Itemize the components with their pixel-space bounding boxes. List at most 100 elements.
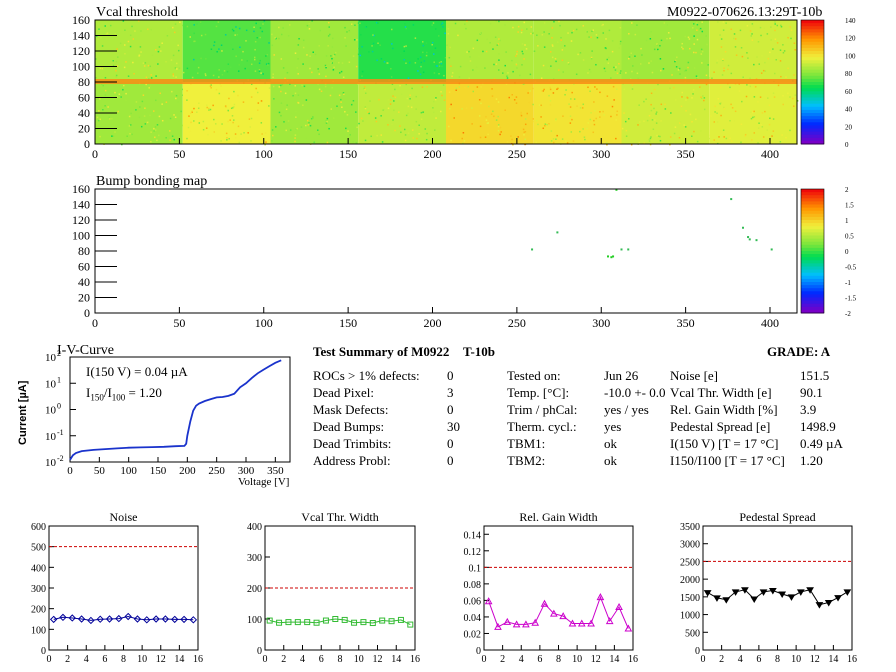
pixel-noise [611,50,614,53]
palette-band [801,140,824,145]
pixel-noise [104,105,106,107]
pixel-noise [250,96,253,98]
pixel-noise [543,88,545,91]
pixel-noise [421,86,424,88]
pixel-noise [751,110,754,112]
data-point [180,615,188,624]
pixel-noise [750,117,753,120]
pixel-noise [785,76,787,78]
pixel-noise [684,35,687,38]
pixel-noise [639,121,641,123]
pixel-noise [625,72,627,74]
pixel-noise [520,114,523,117]
pixel-noise [180,110,182,113]
pixel-noise [268,42,270,44]
pixel-noise [434,129,436,131]
pixel-noise [724,51,727,53]
y-tick-label: 60 [78,260,90,274]
pixel-noise [328,33,331,36]
pixel-noise [325,75,327,78]
x-tick-label: 50 [173,316,185,330]
small-y-tick-label: 300 [31,584,46,595]
pixel-noise [691,135,693,138]
data-point [559,612,567,620]
pixel-noise [339,72,341,74]
pixel-noise [365,25,368,28]
pixel-noise [346,31,348,33]
pixel-noise [637,124,639,126]
pixel-noise [387,124,389,126]
palette-band [801,125,824,129]
pixel-noise [414,62,417,64]
pixel-noise [757,101,759,103]
roc-block [358,20,446,82]
pixel-noise [221,123,223,125]
pixel-noise [533,50,536,52]
pixel-noise [693,28,695,30]
pixel-noise [212,104,214,107]
pixel-noise [140,30,142,32]
pixel-noise [520,113,522,116]
pixel-noise [577,53,579,56]
data-point [87,616,95,625]
pixel-noise [610,77,612,79]
palette-band [801,94,824,98]
series-line [707,589,848,606]
pixel-noise [198,102,200,104]
pixel-noise [409,98,411,100]
pixel-noise [168,130,171,132]
pixel-noise [687,61,690,64]
pixel-noise [679,121,682,123]
pixel-noise [695,51,697,54]
pixel-noise [309,55,311,57]
pixel-noise [227,109,230,112]
pixel-noise [521,50,523,53]
pixel-noise [716,121,719,123]
pixel-noise [368,51,370,53]
pixel-noise [708,77,710,79]
pixel-noise [172,54,175,57]
pixel-noise [233,103,236,106]
pixel-noise [669,143,671,146]
pixel-noise [762,69,765,72]
pixel-noise [457,34,459,37]
small-x-tick-label: 6 [537,654,542,665]
pixel-noise [226,137,228,139]
pixel-noise [356,126,358,129]
pixel-noise [526,28,528,30]
pixel-noise [306,54,308,56]
pixel-noise [179,137,181,139]
pixel-noise [294,52,297,54]
data-point [294,619,301,626]
pixel-noise [523,134,525,136]
summary-value: 0.49 µA [800,436,843,451]
pixel-noise [674,59,677,62]
pixel-noise [498,20,500,23]
pixel-noise [662,68,665,70]
pixel-noise [302,104,304,106]
pixel-noise [723,106,725,109]
pixel-noise [165,61,167,63]
pixel-noise [699,27,702,30]
pixel-noise [489,22,492,25]
pixel-noise [713,121,716,123]
pixel-noise [589,71,592,73]
palette-band [801,309,824,314]
pixel-noise [536,119,538,122]
pixel-noise [768,123,771,126]
y-tick-label: 60 [78,91,90,105]
pixel-noise [105,33,108,35]
pixel-noise [455,89,457,92]
palette-tick-label: 40 [845,106,853,114]
pixel-noise [556,88,558,91]
pixel-noise [529,90,531,92]
pixel-noise [486,38,488,41]
pixel-noise [448,56,451,59]
pixel-noise [104,89,107,92]
pixel-noise [454,22,457,25]
pixel-noise [787,92,789,95]
palette-band [801,88,824,92]
pixel-noise [431,24,433,26]
pixel-noise [99,67,102,70]
pixel-noise [149,114,151,117]
